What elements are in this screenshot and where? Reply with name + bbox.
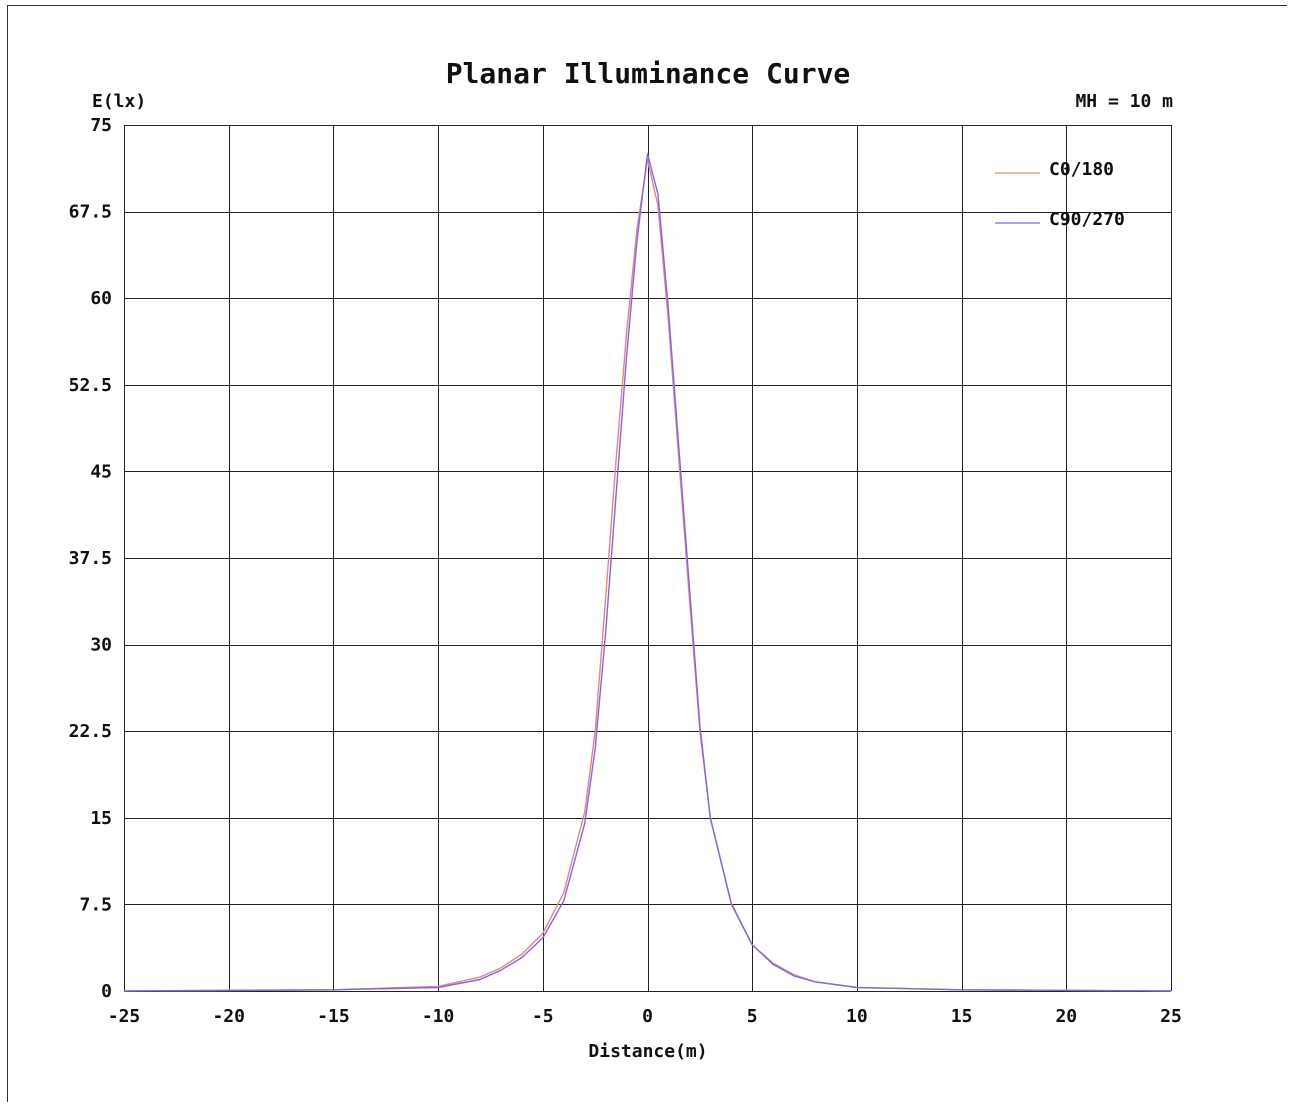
chart-title: Planar Illuminance Curve [446, 57, 851, 90]
x-tick-label: 10 [846, 1006, 868, 1027]
y-tick-label: 75 [90, 115, 112, 136]
x-tick-label: -10 [422, 1006, 455, 1027]
y-tick-label: 7.5 [79, 894, 112, 915]
x-tick-label: -5 [532, 1006, 554, 1027]
y-tick-label: 15 [90, 808, 112, 829]
y-tick-label: 0 [101, 981, 112, 1002]
legend-item: C0/180 [995, 159, 1114, 180]
x-tick-label: 0 [642, 1006, 653, 1027]
y-tick-label: 67.5 [69, 202, 112, 223]
series-line-c90-270 [123, 153, 1172, 992]
y-tick-label: 45 [90, 461, 112, 482]
series-lines [123, 153, 1172, 992]
x-tick-label: 15 [951, 1006, 973, 1027]
x-tick-label: 20 [1055, 1006, 1077, 1027]
y-axis-label: E(lx) [92, 91, 146, 112]
legend-label: C0/180 [1049, 159, 1114, 180]
legend-item: C90/270 [995, 209, 1125, 230]
y-tick-label: 22.5 [69, 721, 112, 742]
legend-label: C90/270 [1049, 209, 1125, 230]
y-tick-label: 30 [90, 635, 112, 656]
x-tick-label: 25 [1160, 1006, 1182, 1027]
y-tick-label: 37.5 [69, 548, 112, 569]
series-line-c0-180 [123, 158, 1172, 992]
x-tick-label: -25 [108, 1006, 141, 1027]
x-tick-label: -15 [317, 1006, 350, 1027]
legend: C0/180 C90/270 [995, 159, 1125, 230]
x-axis-label: Distance(m) [588, 1041, 707, 1062]
chart-frame [7, 5, 1287, 1102]
grid [124, 125, 1172, 992]
y-tick-label: 52.5 [69, 375, 112, 396]
tick-labels: -25 -20 -15 -10 -5 0 5 10 15 20 25 0 7.5 15 22.5 30 37.5… [69, 115, 1182, 1027]
mounting-height-annotation: MH = 10 m [1075, 91, 1173, 112]
y-tick-label: 60 [90, 288, 112, 309]
x-tick-label: 5 [747, 1006, 758, 1027]
x-tick-label: -20 [212, 1006, 245, 1027]
